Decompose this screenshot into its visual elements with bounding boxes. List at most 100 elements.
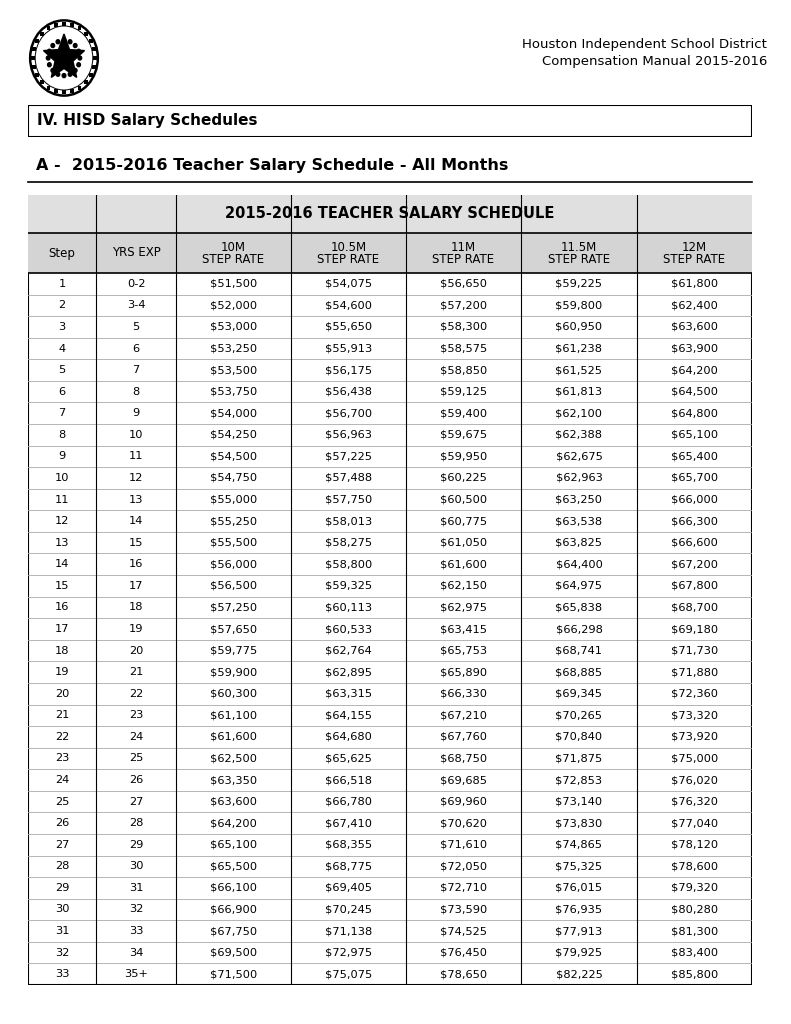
Text: 6: 6 <box>59 387 66 396</box>
FancyBboxPatch shape <box>62 22 66 26</box>
Text: 12: 12 <box>55 516 69 526</box>
Text: $57,488: $57,488 <box>325 473 372 483</box>
Text: $61,238: $61,238 <box>555 343 603 353</box>
Text: $63,250: $63,250 <box>555 495 603 505</box>
Text: $66,100: $66,100 <box>210 883 257 893</box>
Text: $62,895: $62,895 <box>325 668 372 677</box>
Text: 26: 26 <box>55 818 69 828</box>
Text: $85,800: $85,800 <box>671 969 718 979</box>
Text: $61,813: $61,813 <box>555 387 603 396</box>
Text: $64,200: $64,200 <box>671 366 718 375</box>
Text: 22: 22 <box>129 689 143 698</box>
Circle shape <box>62 74 66 78</box>
Text: STEP RATE: STEP RATE <box>548 253 610 266</box>
Text: $55,913: $55,913 <box>325 343 372 353</box>
Text: $65,753: $65,753 <box>440 645 487 655</box>
Text: $82,225: $82,225 <box>555 969 603 979</box>
Text: $62,388: $62,388 <box>555 430 603 440</box>
Circle shape <box>62 38 66 42</box>
Text: $61,100: $61,100 <box>210 711 257 720</box>
Text: 13: 13 <box>129 495 143 505</box>
Text: $55,650: $55,650 <box>325 322 372 332</box>
Text: $75,075: $75,075 <box>325 969 372 979</box>
FancyBboxPatch shape <box>84 32 88 36</box>
Text: 22: 22 <box>55 732 69 741</box>
Text: 26: 26 <box>129 775 143 785</box>
Text: 19: 19 <box>55 668 70 677</box>
Text: $65,100: $65,100 <box>671 430 718 440</box>
Text: $67,210: $67,210 <box>440 711 487 720</box>
Text: $60,775: $60,775 <box>440 516 487 526</box>
Text: $72,710: $72,710 <box>440 883 487 893</box>
Text: 16: 16 <box>55 602 69 612</box>
Text: $67,750: $67,750 <box>210 926 257 936</box>
Text: $54,600: $54,600 <box>325 300 372 310</box>
FancyBboxPatch shape <box>36 39 39 43</box>
Text: 28: 28 <box>129 818 143 828</box>
Text: $71,730: $71,730 <box>671 645 718 655</box>
Text: $58,575: $58,575 <box>440 343 487 353</box>
Text: 17: 17 <box>129 581 143 591</box>
Text: 27: 27 <box>129 797 143 807</box>
Text: $57,225: $57,225 <box>325 452 372 462</box>
Text: $57,650: $57,650 <box>210 624 257 634</box>
Text: $53,750: $53,750 <box>210 387 257 396</box>
Text: $64,800: $64,800 <box>671 409 718 418</box>
Text: $65,625: $65,625 <box>325 754 372 764</box>
Text: 14: 14 <box>129 516 143 526</box>
FancyBboxPatch shape <box>92 65 96 69</box>
Text: $74,525: $74,525 <box>440 926 487 936</box>
Text: $73,320: $73,320 <box>671 711 718 720</box>
Text: $72,050: $72,050 <box>440 861 487 871</box>
Text: 31: 31 <box>129 883 143 893</box>
Text: $66,600: $66,600 <box>671 538 718 548</box>
Text: $67,410: $67,410 <box>325 818 372 828</box>
Text: 18: 18 <box>55 645 70 655</box>
Text: $78,650: $78,650 <box>440 969 487 979</box>
FancyBboxPatch shape <box>32 47 36 51</box>
Text: $59,400: $59,400 <box>440 409 487 418</box>
Text: Houston Independent School District: Houston Independent School District <box>522 38 767 51</box>
Text: $55,500: $55,500 <box>210 538 257 548</box>
Text: 9: 9 <box>59 452 66 462</box>
Text: $54,075: $54,075 <box>325 279 372 289</box>
Text: $65,838: $65,838 <box>555 602 603 612</box>
Text: $58,013: $58,013 <box>325 516 372 526</box>
Text: $67,760: $67,760 <box>440 732 487 741</box>
FancyBboxPatch shape <box>84 80 88 84</box>
Text: $68,885: $68,885 <box>555 668 603 677</box>
Text: $63,900: $63,900 <box>671 343 718 353</box>
Text: $52,000: $52,000 <box>210 300 257 310</box>
Text: $72,360: $72,360 <box>671 689 718 698</box>
Text: $55,000: $55,000 <box>210 495 257 505</box>
Text: $59,775: $59,775 <box>210 645 257 655</box>
Text: $54,750: $54,750 <box>210 473 257 483</box>
Text: $62,150: $62,150 <box>440 581 487 591</box>
Text: $54,500: $54,500 <box>210 452 257 462</box>
Circle shape <box>30 20 98 95</box>
Polygon shape <box>44 34 85 78</box>
FancyBboxPatch shape <box>40 32 44 36</box>
Text: $69,500: $69,500 <box>210 947 257 957</box>
Circle shape <box>36 26 93 90</box>
Text: Compensation Manual 2015-2016: Compensation Manual 2015-2016 <box>542 55 767 68</box>
Text: $64,400: $64,400 <box>555 559 603 569</box>
Text: $64,500: $64,500 <box>671 387 718 396</box>
Text: $63,350: $63,350 <box>210 775 257 785</box>
Text: 21: 21 <box>129 668 143 677</box>
Text: $62,400: $62,400 <box>671 300 718 310</box>
Text: $70,840: $70,840 <box>555 732 603 741</box>
Text: $66,000: $66,000 <box>671 495 718 505</box>
Text: 16: 16 <box>129 559 143 569</box>
Text: 11: 11 <box>55 495 70 505</box>
Text: $59,225: $59,225 <box>555 279 603 289</box>
Text: $76,320: $76,320 <box>671 797 718 807</box>
Text: STEP RATE: STEP RATE <box>664 253 725 266</box>
Circle shape <box>77 49 81 53</box>
Text: $56,500: $56,500 <box>210 581 257 591</box>
Text: $68,750: $68,750 <box>440 754 487 764</box>
Text: 33: 33 <box>55 969 70 979</box>
Text: 4: 4 <box>59 343 66 353</box>
Text: $55,250: $55,250 <box>210 516 257 526</box>
Text: $61,600: $61,600 <box>440 559 487 569</box>
